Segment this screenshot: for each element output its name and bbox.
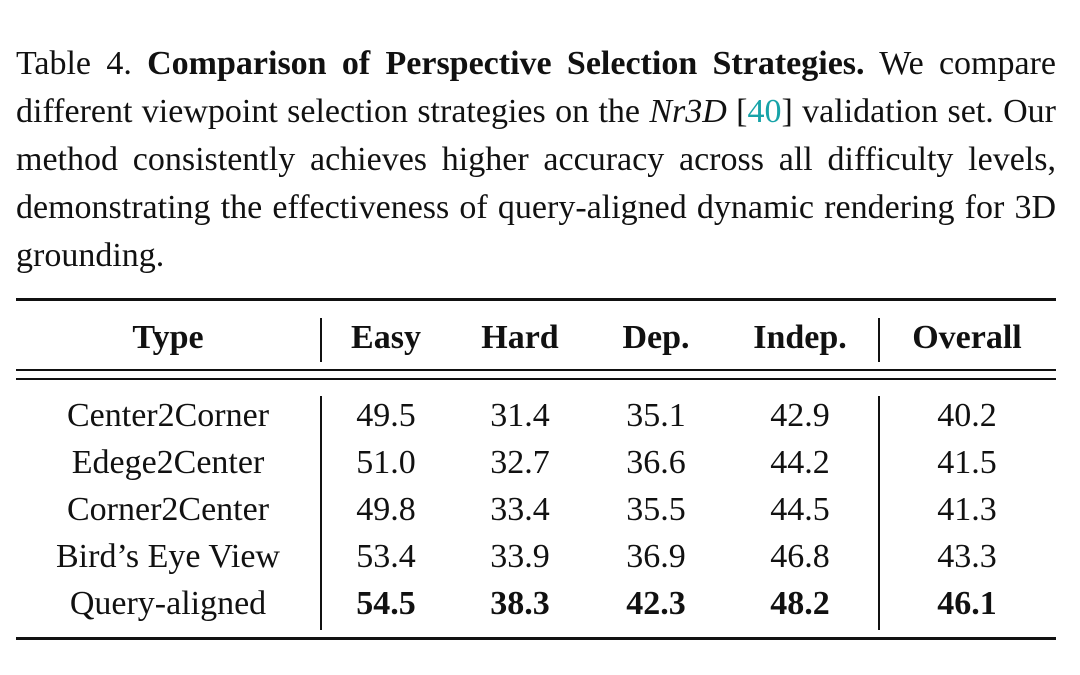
table-cell-easy: 49.8 <box>356 491 416 528</box>
caption-label: Table 4. <box>16 45 132 82</box>
table-cell-easy: 49.5 <box>356 397 416 434</box>
caption-text-c: ] validation set. Our method consistentl… <box>16 93 1057 274</box>
row-type-label: Corner2Center <box>66 491 270 528</box>
table-cell-hard: 31.4 <box>490 397 550 434</box>
table-cell-overall: 40.2 <box>937 397 997 434</box>
table-cell-indep: 44.2 <box>770 444 830 481</box>
caption-text-b: [ <box>726 93 748 130</box>
table-cell-overall: 41.3 <box>937 491 997 528</box>
table-cell-hard: 32.7 <box>490 444 550 481</box>
table-cell-overall: 43.3 <box>937 538 997 575</box>
table-caption: Table 4. Comparison of Perspective Selec… <box>16 40 1056 280</box>
table-cell-easy: 51.0 <box>356 444 416 481</box>
table-cell-indep: 46.8 <box>770 538 830 575</box>
column-header-easy: Easy <box>351 319 421 356</box>
table-cell-dep: 35.1 <box>626 397 686 434</box>
column-header-hard: Hard <box>481 319 559 356</box>
table-cell-dep: 36.9 <box>626 538 686 575</box>
header-divider-left <box>320 318 322 362</box>
table-cell-easy: 54.5 <box>356 585 416 622</box>
table-cell-overall: 46.1 <box>937 585 997 622</box>
table-cell-indep: 44.5 <box>770 491 830 528</box>
table-top-rule <box>16 298 1056 301</box>
column-header-indep: Indep. <box>753 319 847 356</box>
column-header-dep: Dep. <box>622 319 690 356</box>
caption-text-a: We compare different viewpoint selection… <box>16 45 1057 130</box>
caption-title: Comparison of Perspective Selection Stra… <box>147 45 865 82</box>
table-cell-overall: 41.5 <box>937 444 997 481</box>
table-bottom-rule <box>16 637 1056 640</box>
row-type-label: Query-aligned <box>69 585 267 622</box>
table-cell-hard: 33.4 <box>490 491 550 528</box>
caption-citation-link[interactable]: 40 <box>747 93 782 130</box>
caption-dataset: Nr3D <box>649 93 727 130</box>
body-divider-right <box>878 396 880 630</box>
body-divider-left <box>320 396 322 630</box>
row-type-label: Bird’s Eye View <box>56 538 280 575</box>
row-type-label: Edege2Center <box>71 444 265 481</box>
table-cell-indep: 48.2 <box>770 585 830 622</box>
row-type-label: Center2Corner <box>66 397 270 434</box>
table-header-rule-1 <box>16 369 1056 371</box>
table-header-rule-2 <box>16 378 1056 380</box>
table-cell-dep: 42.3 <box>626 585 686 622</box>
column-header-type: Type <box>132 319 204 356</box>
table-cell-hard: 38.3 <box>490 585 550 622</box>
table-cell-easy: 53.4 <box>356 538 416 575</box>
table-cell-hard: 33.9 <box>490 538 550 575</box>
table-cell-dep: 35.5 <box>626 491 686 528</box>
column-header-overall: Overall <box>912 319 1022 356</box>
table-cell-indep: 42.9 <box>770 397 830 434</box>
header-divider-right <box>878 318 880 362</box>
table-cell-dep: 36.6 <box>626 444 686 481</box>
